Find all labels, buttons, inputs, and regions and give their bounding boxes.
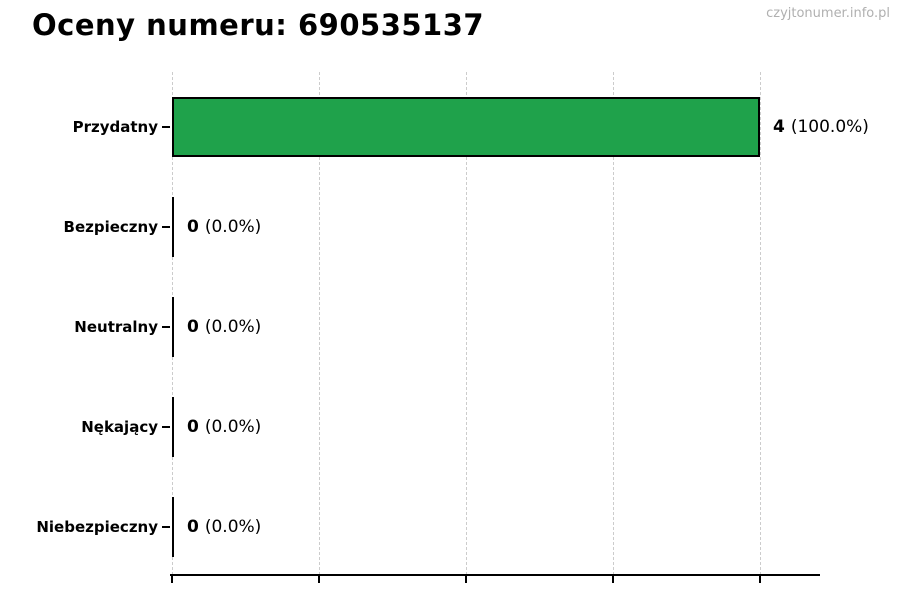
gridline bbox=[760, 72, 761, 575]
value-count: 4 bbox=[773, 117, 785, 137]
bar bbox=[172, 297, 174, 357]
x-axis-tick bbox=[318, 576, 320, 583]
chart-row: Przydatny 4 (100.0%) bbox=[0, 77, 900, 177]
bar bbox=[172, 497, 174, 557]
category-tick bbox=[162, 426, 170, 428]
category-tick bbox=[162, 226, 170, 228]
value-percent: (0.0%) bbox=[204, 417, 262, 437]
value-count: 0 bbox=[187, 217, 199, 237]
value-percent: (0.0%) bbox=[204, 517, 262, 537]
value-percent: (100.0%) bbox=[790, 117, 869, 137]
value-percent: (0.0%) bbox=[204, 217, 262, 237]
x-axis-tick bbox=[612, 576, 614, 583]
value-count: 0 bbox=[187, 317, 199, 337]
chart-row: Niebezpieczny 0 (0.0%) bbox=[0, 477, 900, 577]
category-tick bbox=[162, 526, 170, 528]
value-percent: (0.0%) bbox=[204, 317, 262, 337]
category-tick bbox=[162, 126, 170, 128]
category-label: Przydatny bbox=[72, 118, 158, 136]
bar bbox=[172, 397, 174, 457]
value-label: 0 (0.0%) bbox=[187, 417, 261, 437]
value-count: 0 bbox=[187, 517, 199, 537]
watermark-text: czyjtonumer.info.pl bbox=[766, 6, 890, 21]
category-label: Neutralny bbox=[74, 318, 158, 336]
gridline bbox=[466, 72, 467, 575]
category-label: Niebezpieczny bbox=[36, 518, 158, 536]
bar bbox=[172, 197, 174, 257]
gridline bbox=[613, 72, 614, 575]
x-axis-tick bbox=[759, 576, 761, 583]
value-label: 4 (100.0%) bbox=[773, 117, 869, 137]
value-label: 0 (0.0%) bbox=[187, 317, 261, 337]
x-axis-line bbox=[170, 574, 820, 576]
bar bbox=[172, 97, 760, 157]
category-label: Bezpieczny bbox=[63, 218, 158, 236]
value-label: 0 (0.0%) bbox=[187, 217, 261, 237]
category-tick bbox=[162, 326, 170, 328]
chart-row: Nękający 0 (0.0%) bbox=[0, 377, 900, 477]
x-axis-tick bbox=[171, 576, 173, 583]
chart-row: Neutralny 0 (0.0%) bbox=[0, 277, 900, 377]
x-axis-tick bbox=[465, 576, 467, 583]
value-count: 0 bbox=[187, 417, 199, 437]
category-label: Nękający bbox=[81, 418, 158, 436]
gridline bbox=[319, 72, 320, 575]
chart-title: Oceny numeru: 690535137 bbox=[32, 8, 485, 42]
chart-row: Bezpieczny 0 (0.0%) bbox=[0, 177, 900, 277]
value-label: 0 (0.0%) bbox=[187, 517, 261, 537]
